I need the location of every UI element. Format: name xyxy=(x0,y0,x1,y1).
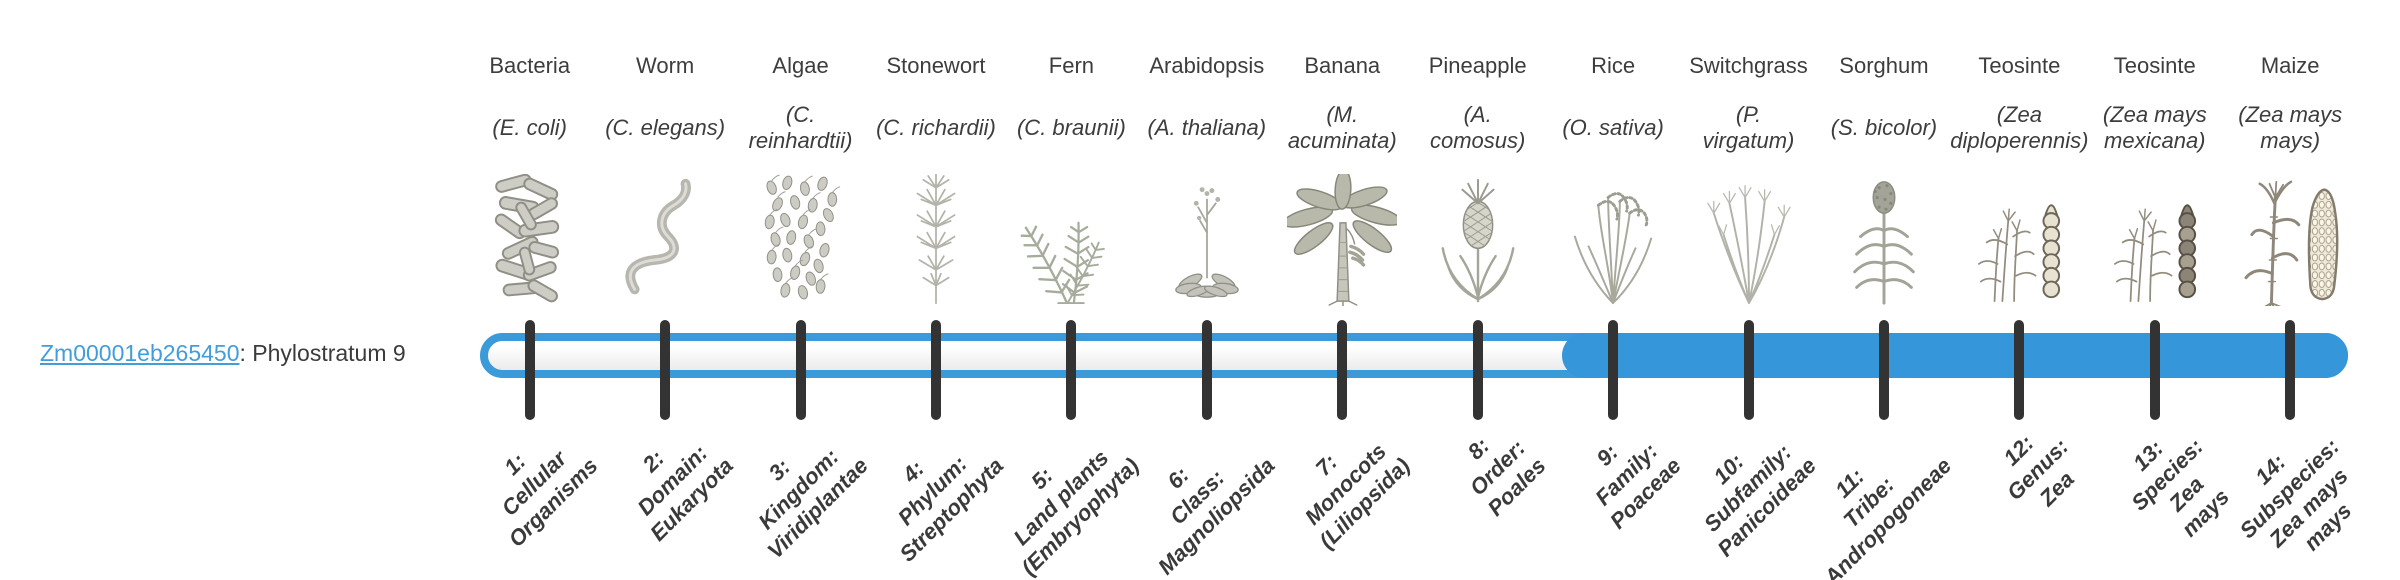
stratum-tick xyxy=(931,320,941,420)
taxon-common-name: Fern xyxy=(1048,53,1095,78)
taxon-column: Rice (O. sativa) xyxy=(1545,0,1680,309)
pineapple-icon xyxy=(1423,174,1533,306)
stratum-tick xyxy=(1879,320,1889,420)
sorghum-icon xyxy=(1829,174,1939,306)
taxon-common-name: Switchgrass xyxy=(1689,53,1808,78)
stratum-label: 5: Land plants (Embryophyta) xyxy=(1008,445,1145,580)
phylostrata-bar-fill xyxy=(1562,333,2348,378)
taxon-column: Algae (C. reinhardtii) xyxy=(733,0,868,309)
taxon-column: Worm (C. elegans) xyxy=(597,0,732,309)
taxon-column: Maize (Zea mays mays) xyxy=(2222,0,2357,309)
taxon-scientific-name: (C. richardii) xyxy=(876,115,996,140)
fern-icon xyxy=(1016,174,1126,306)
algae-icon xyxy=(746,174,856,306)
maize-icon xyxy=(2235,174,2345,306)
taxon-common-name: Sorghum xyxy=(1839,53,1929,78)
taxon-scientific-name: (M. acuminata) xyxy=(1287,102,1397,153)
taxon-scientific-name: (O. sativa) xyxy=(1562,115,1664,140)
stonewort-icon xyxy=(881,174,991,306)
taxon-column: Sorghum (S. bicolor) xyxy=(1816,0,1951,309)
stratum-label: 1: Cellular Organisms xyxy=(496,445,603,552)
teosinte-diploperennis-icon xyxy=(1964,174,2074,306)
taxa-columns: Bacteria (E. coli) Worm (C. elegans) Alg… xyxy=(462,0,2358,309)
taxon-common-name: Banana xyxy=(1304,53,1381,78)
gene-label: Zm00001eb265450: Phylostratum 9 xyxy=(40,340,406,367)
stratum-tick xyxy=(2014,320,2025,420)
taxon-column: Teosinte (Zea diploperennis) xyxy=(1950,0,2089,309)
taxon-common-name: Worm xyxy=(636,53,695,78)
taxon-scientific-name: (S. bicolor) xyxy=(1830,115,1938,140)
taxon-column: Banana (M. acuminata) xyxy=(1275,0,1410,309)
gene-phylostratum-text: : Phylostratum 9 xyxy=(239,340,406,366)
stratum-tick xyxy=(1472,320,1483,420)
stratum-tick xyxy=(795,320,806,420)
stratum-label: 2: Domain: Eukaryota xyxy=(632,440,738,546)
stratum-tick xyxy=(524,320,535,420)
arabidopsis-icon xyxy=(1152,174,1262,306)
stratum-label: 14: Subspecies: Zea mays mays xyxy=(2234,433,2357,556)
stratum-tick xyxy=(1066,320,1077,420)
taxon-scientific-name: (P. virgatum) xyxy=(1702,102,1795,153)
taxon-common-name: Bacteria xyxy=(489,53,571,78)
taxon-column: Switchgrass (P. virgatum) xyxy=(1681,0,1816,309)
stratum-tick xyxy=(2285,320,2296,420)
taxon-common-name: Maize xyxy=(2260,53,2320,78)
stratum-label: 7: Monocots (Liliopsida) xyxy=(1299,438,1415,554)
stratum-label: 6: Class: Magnoliopsida xyxy=(1152,452,1280,580)
stratum-label: 11: Tribe: Andropogoneae xyxy=(1819,452,1957,580)
taxon-column: Bacteria (E. coli) xyxy=(462,0,597,309)
taxon-scientific-name: (Zea mays mexicana) xyxy=(2102,102,2207,153)
taxon-column: Arabidopsis (A. thaliana) xyxy=(1139,0,1274,309)
taxon-column: Fern (C. braunii) xyxy=(1004,0,1139,309)
taxon-scientific-name: (C. braunii) xyxy=(1016,115,1126,140)
taxon-common-name: Rice xyxy=(1591,53,1636,78)
switchgrass-icon xyxy=(1694,174,1804,306)
banana-icon xyxy=(1287,174,1397,306)
stratum-label: 12: Genus: Zea xyxy=(1998,430,2079,511)
taxon-column: Teosinte (Zea mays mexicana) xyxy=(2087,0,2222,309)
taxon-common-name: Stonewort xyxy=(886,53,986,78)
stratum-label: 13: Species: Zea mays xyxy=(2126,433,2235,542)
rice-icon xyxy=(1558,174,1668,306)
taxon-column: Stonewort (C. richardii) xyxy=(868,0,1003,309)
worm-icon xyxy=(610,174,720,306)
gene-id-link[interactable]: Zm00001eb265450 xyxy=(40,340,240,366)
stratum-tick xyxy=(1743,320,1754,420)
taxon-scientific-name: (C. reinhardtii) xyxy=(748,102,853,153)
taxon-scientific-name: (Zea diploperennis) xyxy=(1950,102,2089,153)
taxon-scientific-name: (C. elegans) xyxy=(605,115,726,140)
stratum-tick xyxy=(1201,320,1212,420)
stratum-label: 8: Order: Poales xyxy=(1462,432,1551,521)
stratum-tick xyxy=(1608,320,1619,420)
stratum-label: 3: Kingdom: Viridiplantae xyxy=(753,443,874,564)
taxon-scientific-name: (Zea mays mays) xyxy=(2238,102,2343,153)
taxon-scientific-name: (A. thaliana) xyxy=(1147,115,1267,140)
taxon-column: Pineapple (A. comosus) xyxy=(1410,0,1545,309)
stratum-tick xyxy=(2149,320,2160,420)
stratum-label: 9: Family: Poaceae xyxy=(1590,438,1686,534)
taxon-common-name: Teosinte xyxy=(2113,53,2196,78)
taxon-scientific-name: (E. coli) xyxy=(492,115,567,140)
stratum-tick xyxy=(1337,320,1348,420)
bacteria-icon xyxy=(475,174,585,306)
teosinte-mexicana-icon xyxy=(2100,174,2210,306)
stratum-tick xyxy=(660,320,671,420)
stratum-label: 4: Phylum: Streptophyta xyxy=(893,451,1009,567)
taxon-common-name: Algae xyxy=(772,53,829,78)
taxon-common-name: Pineapple xyxy=(1428,53,1527,78)
taxon-scientific-name: (A. comosus) xyxy=(1429,102,1526,153)
taxon-common-name: Teosinte xyxy=(1978,53,2061,78)
taxon-common-name: Arabidopsis xyxy=(1149,53,1265,78)
